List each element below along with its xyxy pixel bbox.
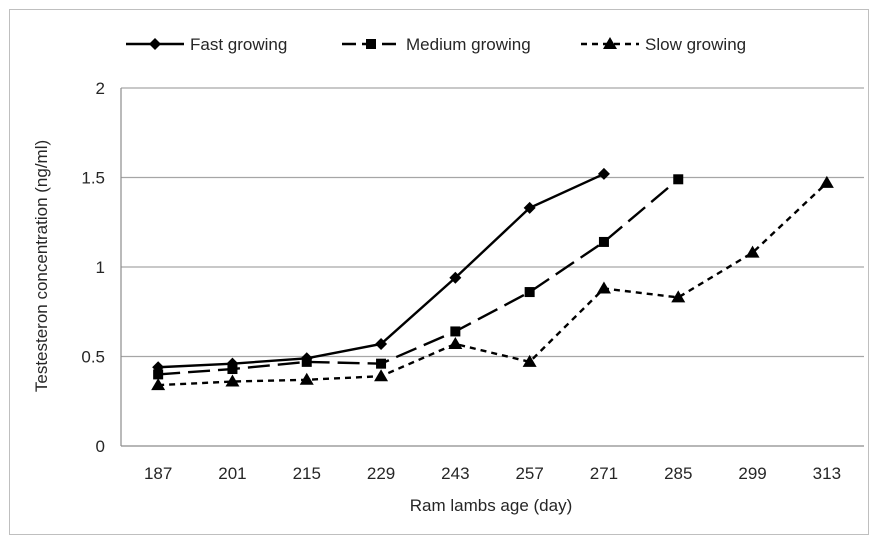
x-tick-label: 187	[144, 464, 172, 483]
x-axis-title: Ram lambs age (day)	[410, 496, 573, 515]
diamond-marker	[149, 38, 161, 50]
diamond-marker	[449, 271, 462, 284]
series-line	[158, 178, 680, 376]
legend-label: Fast growing	[190, 35, 287, 54]
series-line	[158, 181, 828, 387]
square-marker	[301, 356, 312, 367]
triangle-marker	[299, 372, 314, 385]
square-marker	[673, 174, 684, 185]
x-tick-label: 215	[293, 464, 321, 483]
triangle-marker	[603, 37, 617, 49]
x-tick-label: 229	[367, 464, 395, 483]
legend-item: Slow growing	[581, 35, 746, 54]
axes	[120, 88, 864, 447]
y-tick-label: 1	[96, 258, 105, 277]
triangle-marker	[819, 175, 834, 188]
legend-item: Medium growing	[342, 35, 531, 54]
diamond-marker	[523, 201, 536, 214]
y-tick-labels: 0 0.5 1 1.5 2	[81, 79, 105, 456]
triangle-marker	[745, 245, 760, 258]
square-marker	[598, 236, 609, 247]
triangle-marker	[522, 354, 537, 367]
x-tick-label: 201	[218, 464, 246, 483]
y-tick-label: 2	[96, 79, 105, 98]
square-marker	[524, 287, 535, 298]
series-fast-growing	[152, 167, 610, 374]
diamond-marker	[375, 337, 388, 350]
triangle-marker	[151, 378, 166, 391]
square-marker	[227, 364, 238, 375]
legend-label: Medium growing	[406, 35, 531, 54]
square-marker	[376, 358, 387, 369]
y-axis-title: Testesteron concentration (ng/ml)	[32, 140, 51, 392]
chart-frame	[9, 9, 869, 535]
legend-item: Fast growing	[126, 35, 287, 54]
legend-label: Slow growing	[645, 35, 746, 54]
legend: Fast growing Medium growing Slow growing	[126, 35, 746, 54]
triangle-marker	[448, 336, 463, 349]
y-tick-label: 0.5	[81, 348, 105, 367]
x-tick-label: 243	[441, 464, 469, 483]
square-marker	[153, 369, 164, 380]
triangle-marker	[596, 281, 611, 294]
x-tick-label: 285	[664, 464, 692, 483]
triangle-marker	[225, 374, 240, 387]
y-tick-label: 0	[96, 437, 105, 456]
series-group	[151, 167, 834, 391]
x-tick-label: 257	[515, 464, 543, 483]
diamond-marker	[597, 167, 610, 180]
triangle-marker	[374, 369, 389, 382]
y-tick-label: 1.5	[81, 169, 105, 188]
x-tick-label: 299	[738, 464, 766, 483]
square-marker	[366, 39, 376, 49]
triangle-marker	[671, 290, 686, 303]
square-marker	[450, 326, 461, 337]
series-slow-growing	[151, 175, 834, 391]
series-medium-growing	[153, 174, 684, 380]
gridlines	[121, 87, 864, 358]
x-tick-label: 271	[590, 464, 618, 483]
x-tick-label: 313	[813, 464, 841, 483]
x-tick-labels: 187 201 215 229 243 257 271 285 299 313	[144, 464, 841, 483]
